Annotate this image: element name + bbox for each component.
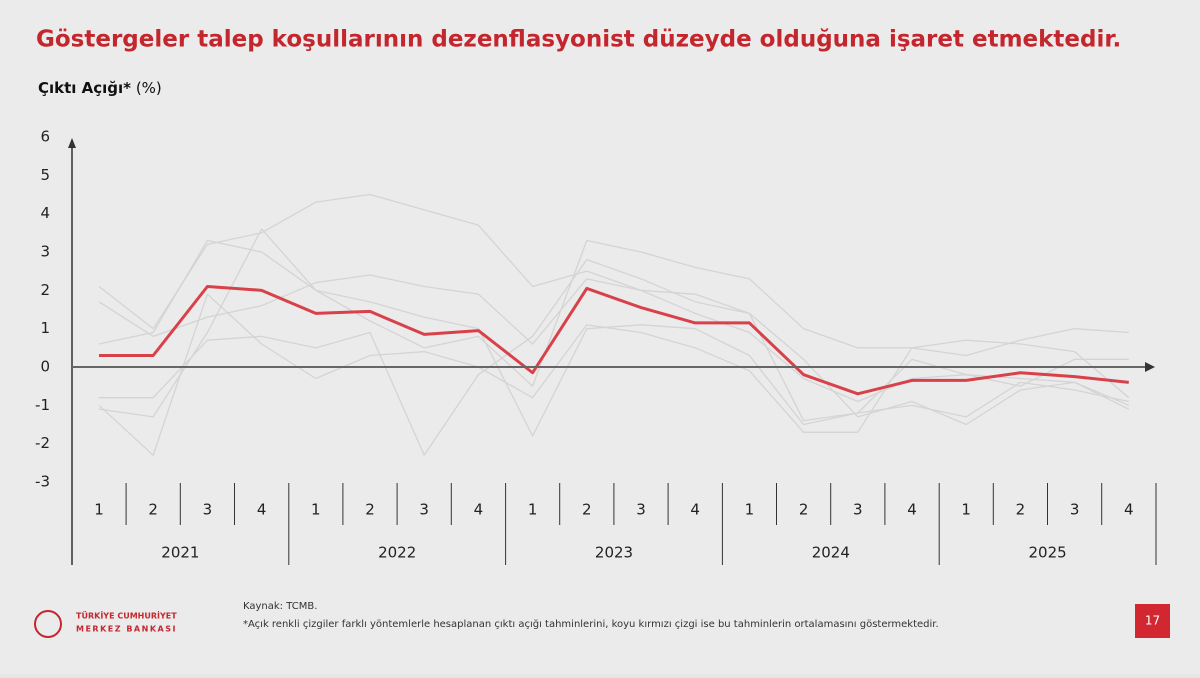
footnote: *Açık renkli çizgiler farklı yöntemlerle… xyxy=(243,618,939,630)
estimate-line xyxy=(98,228,1130,437)
x-tick-label: 3 xyxy=(853,501,863,519)
x-tick-label: 4 xyxy=(474,501,484,519)
y-label: Çıktı Açığı* xyxy=(38,79,131,97)
x-tick-label: 2 xyxy=(365,501,375,519)
page-number: 17 xyxy=(1145,614,1160,628)
y-tick-label: 3 xyxy=(40,243,50,261)
x-tick-label: 1 xyxy=(961,501,971,519)
x-tick-label: 1 xyxy=(311,501,321,519)
x-tick-label: 2 xyxy=(1016,501,1026,519)
y-tick-label: -2 xyxy=(35,434,50,452)
x-tick-label: 4 xyxy=(690,501,700,519)
average-line xyxy=(99,285,1129,396)
y-tick-label: 0 xyxy=(40,358,50,376)
logo: TÜRKİYE CUMHURİYET MERKEZ BANKASI xyxy=(34,610,177,638)
year-label: 2021 xyxy=(161,544,199,562)
x-tick-label: 2 xyxy=(582,501,592,519)
y-tick-label: 4 xyxy=(40,204,50,222)
year-label: 2024 xyxy=(812,544,850,562)
x-tick-label: 1 xyxy=(94,501,104,519)
source: Kaynak: TCMB. xyxy=(243,601,317,612)
estimate-line xyxy=(98,274,1129,403)
x-tick-label: 3 xyxy=(1070,501,1080,519)
logo-text: TÜRKİYE CUMHURİYET xyxy=(76,611,177,621)
x-tick-label: 2 xyxy=(799,501,809,519)
y-unit: (%) xyxy=(136,79,162,97)
x-tick-label: 3 xyxy=(203,501,213,519)
y-tick-label: -3 xyxy=(35,473,50,491)
slide-title: Göstergeler talep koşullarının dezenflas… xyxy=(36,27,1121,53)
estimate-line xyxy=(99,259,1129,456)
y-tick-label: 2 xyxy=(40,281,50,299)
y-tick-label: 6 xyxy=(40,128,50,146)
logo-text: MERKEZ BANKASI xyxy=(76,625,177,634)
year-label: 2025 xyxy=(1029,544,1067,562)
x-tick-label: 1 xyxy=(745,501,755,519)
x-tick-label: 4 xyxy=(1124,501,1134,519)
y-tick-label: 1 xyxy=(40,319,50,337)
x-tick-label: 4 xyxy=(257,501,267,519)
x-tick-label: 4 xyxy=(907,501,917,519)
y-tick-label: -1 xyxy=(35,396,50,414)
logo-emblem xyxy=(34,610,62,638)
y-axis-title: Çıktı Açığı* (%) xyxy=(38,79,162,97)
y-axis-arrow xyxy=(68,138,76,148)
x-tick-label: 2 xyxy=(148,501,158,519)
x-tick-label: 3 xyxy=(636,501,646,519)
plot: -3 -2 -1 0 1 2 3 4 5 6 1 2 3 4 1 2 3 4 1 2 3 4 1 2 3 4 1 2 3 4 2021 202… xyxy=(35,128,1157,565)
estimate-line xyxy=(98,239,1129,387)
x-tick-label: 1 xyxy=(528,501,538,519)
page-badge xyxy=(1135,604,1170,638)
year-label: 2023 xyxy=(595,544,633,562)
estimate-line xyxy=(98,193,1130,426)
x-axis-arrow xyxy=(1145,362,1155,372)
x-tick-label: 3 xyxy=(419,501,429,519)
estimate-line xyxy=(98,293,1130,456)
year-label: 2022 xyxy=(378,544,416,562)
y-tick-label: 5 xyxy=(40,166,50,184)
